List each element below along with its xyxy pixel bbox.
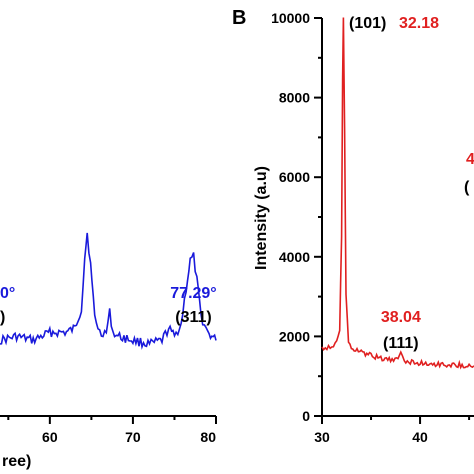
panel-a-x-tick-label: 60 bbox=[42, 429, 58, 445]
panel-a: 60 70 80 77.29° (311) 0° ) ree) bbox=[0, 232, 217, 470]
panel-b-letter: B bbox=[232, 7, 246, 29]
panel-a-x-tick-label: 80 bbox=[200, 429, 216, 445]
panel-a-x-ticks: 60 70 80 bbox=[7, 416, 217, 445]
panel-b-partial-index: ( bbox=[464, 179, 470, 196]
panel-b-y-tick-label: 4000 bbox=[279, 249, 310, 265]
panel-a-peak-label-77-29: 77.29° bbox=[170, 285, 216, 302]
panel-a-series-line bbox=[0, 232, 217, 350]
panel-a-x-tick-label: 70 bbox=[125, 429, 141, 445]
panel-b-peak-index-101: (101) bbox=[349, 15, 386, 32]
panel-a-peak-index-311: (311) bbox=[175, 309, 211, 326]
panel-b-y-tick-label: 6000 bbox=[279, 169, 310, 185]
panel-b-y-tick-label: 0 bbox=[302, 408, 310, 424]
panel-b-y-tick-label: 10000 bbox=[271, 10, 310, 26]
panel-b-peak-label-38-04: 38.04 bbox=[381, 309, 421, 326]
panel-b-y-axis-title: Intensity (a.u) bbox=[253, 166, 270, 270]
panel-a-x-axis-title: ree) bbox=[2, 453, 31, 470]
panel-b-y-tick-label: 2000 bbox=[279, 328, 310, 344]
panel-b-x-tick-label: 30 bbox=[314, 429, 330, 445]
panel-b-series-line bbox=[321, 17, 474, 370]
panel-b-y-tick-label: 8000 bbox=[279, 90, 310, 106]
panel-b-peak-label-32-18: 32.18 bbox=[399, 15, 439, 32]
panel-a-partial-peak-label: 0° bbox=[0, 285, 15, 302]
panel-b-ticks: 0 2000 4000 6000 8000 10000 30 40 bbox=[271, 10, 471, 445]
panel-b: B 0 2000 4000 6000 8000 10000 30 40 Intensity (… bbox=[232, 7, 474, 445]
panel-b-partial-label: 4 bbox=[466, 151, 474, 168]
panel-b-x-tick-label: 40 bbox=[412, 429, 428, 445]
panel-a-partial-peak-index: ) bbox=[0, 309, 5, 326]
panel-b-peak-index-111: (111) bbox=[383, 335, 419, 352]
